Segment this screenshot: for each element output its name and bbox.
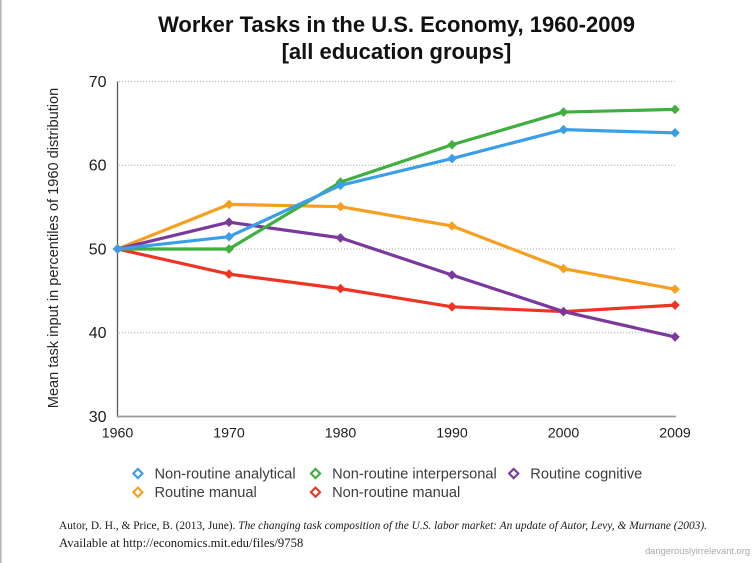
svg-text:Non-routine interpersonal: Non-routine interpersonal <box>332 466 497 482</box>
svg-text:Mean task input in percentiles: Mean task input in percentiles of 1960 d… <box>46 88 62 408</box>
svg-text:60: 60 <box>89 158 107 175</box>
svg-text:70: 70 <box>89 74 107 91</box>
svg-text:2009: 2009 <box>659 426 691 442</box>
svg-text:1980: 1980 <box>325 426 357 442</box>
svg-text:1960: 1960 <box>102 426 134 442</box>
svg-text:Routine manual: Routine manual <box>155 485 257 501</box>
svg-text:Non-routine analytical: Non-routine analytical <box>155 466 296 482</box>
svg-text:1990: 1990 <box>436 426 468 442</box>
svg-text:30: 30 <box>89 409 107 426</box>
svg-text:Routine cognitive: Routine cognitive <box>530 466 642 482</box>
svg-text:2000: 2000 <box>548 426 580 442</box>
svg-text:50: 50 <box>89 241 107 258</box>
svg-text:Non-routine manual: Non-routine manual <box>332 485 460 501</box>
svg-text:1970: 1970 <box>213 426 245 442</box>
svg-text:40: 40 <box>89 325 107 342</box>
